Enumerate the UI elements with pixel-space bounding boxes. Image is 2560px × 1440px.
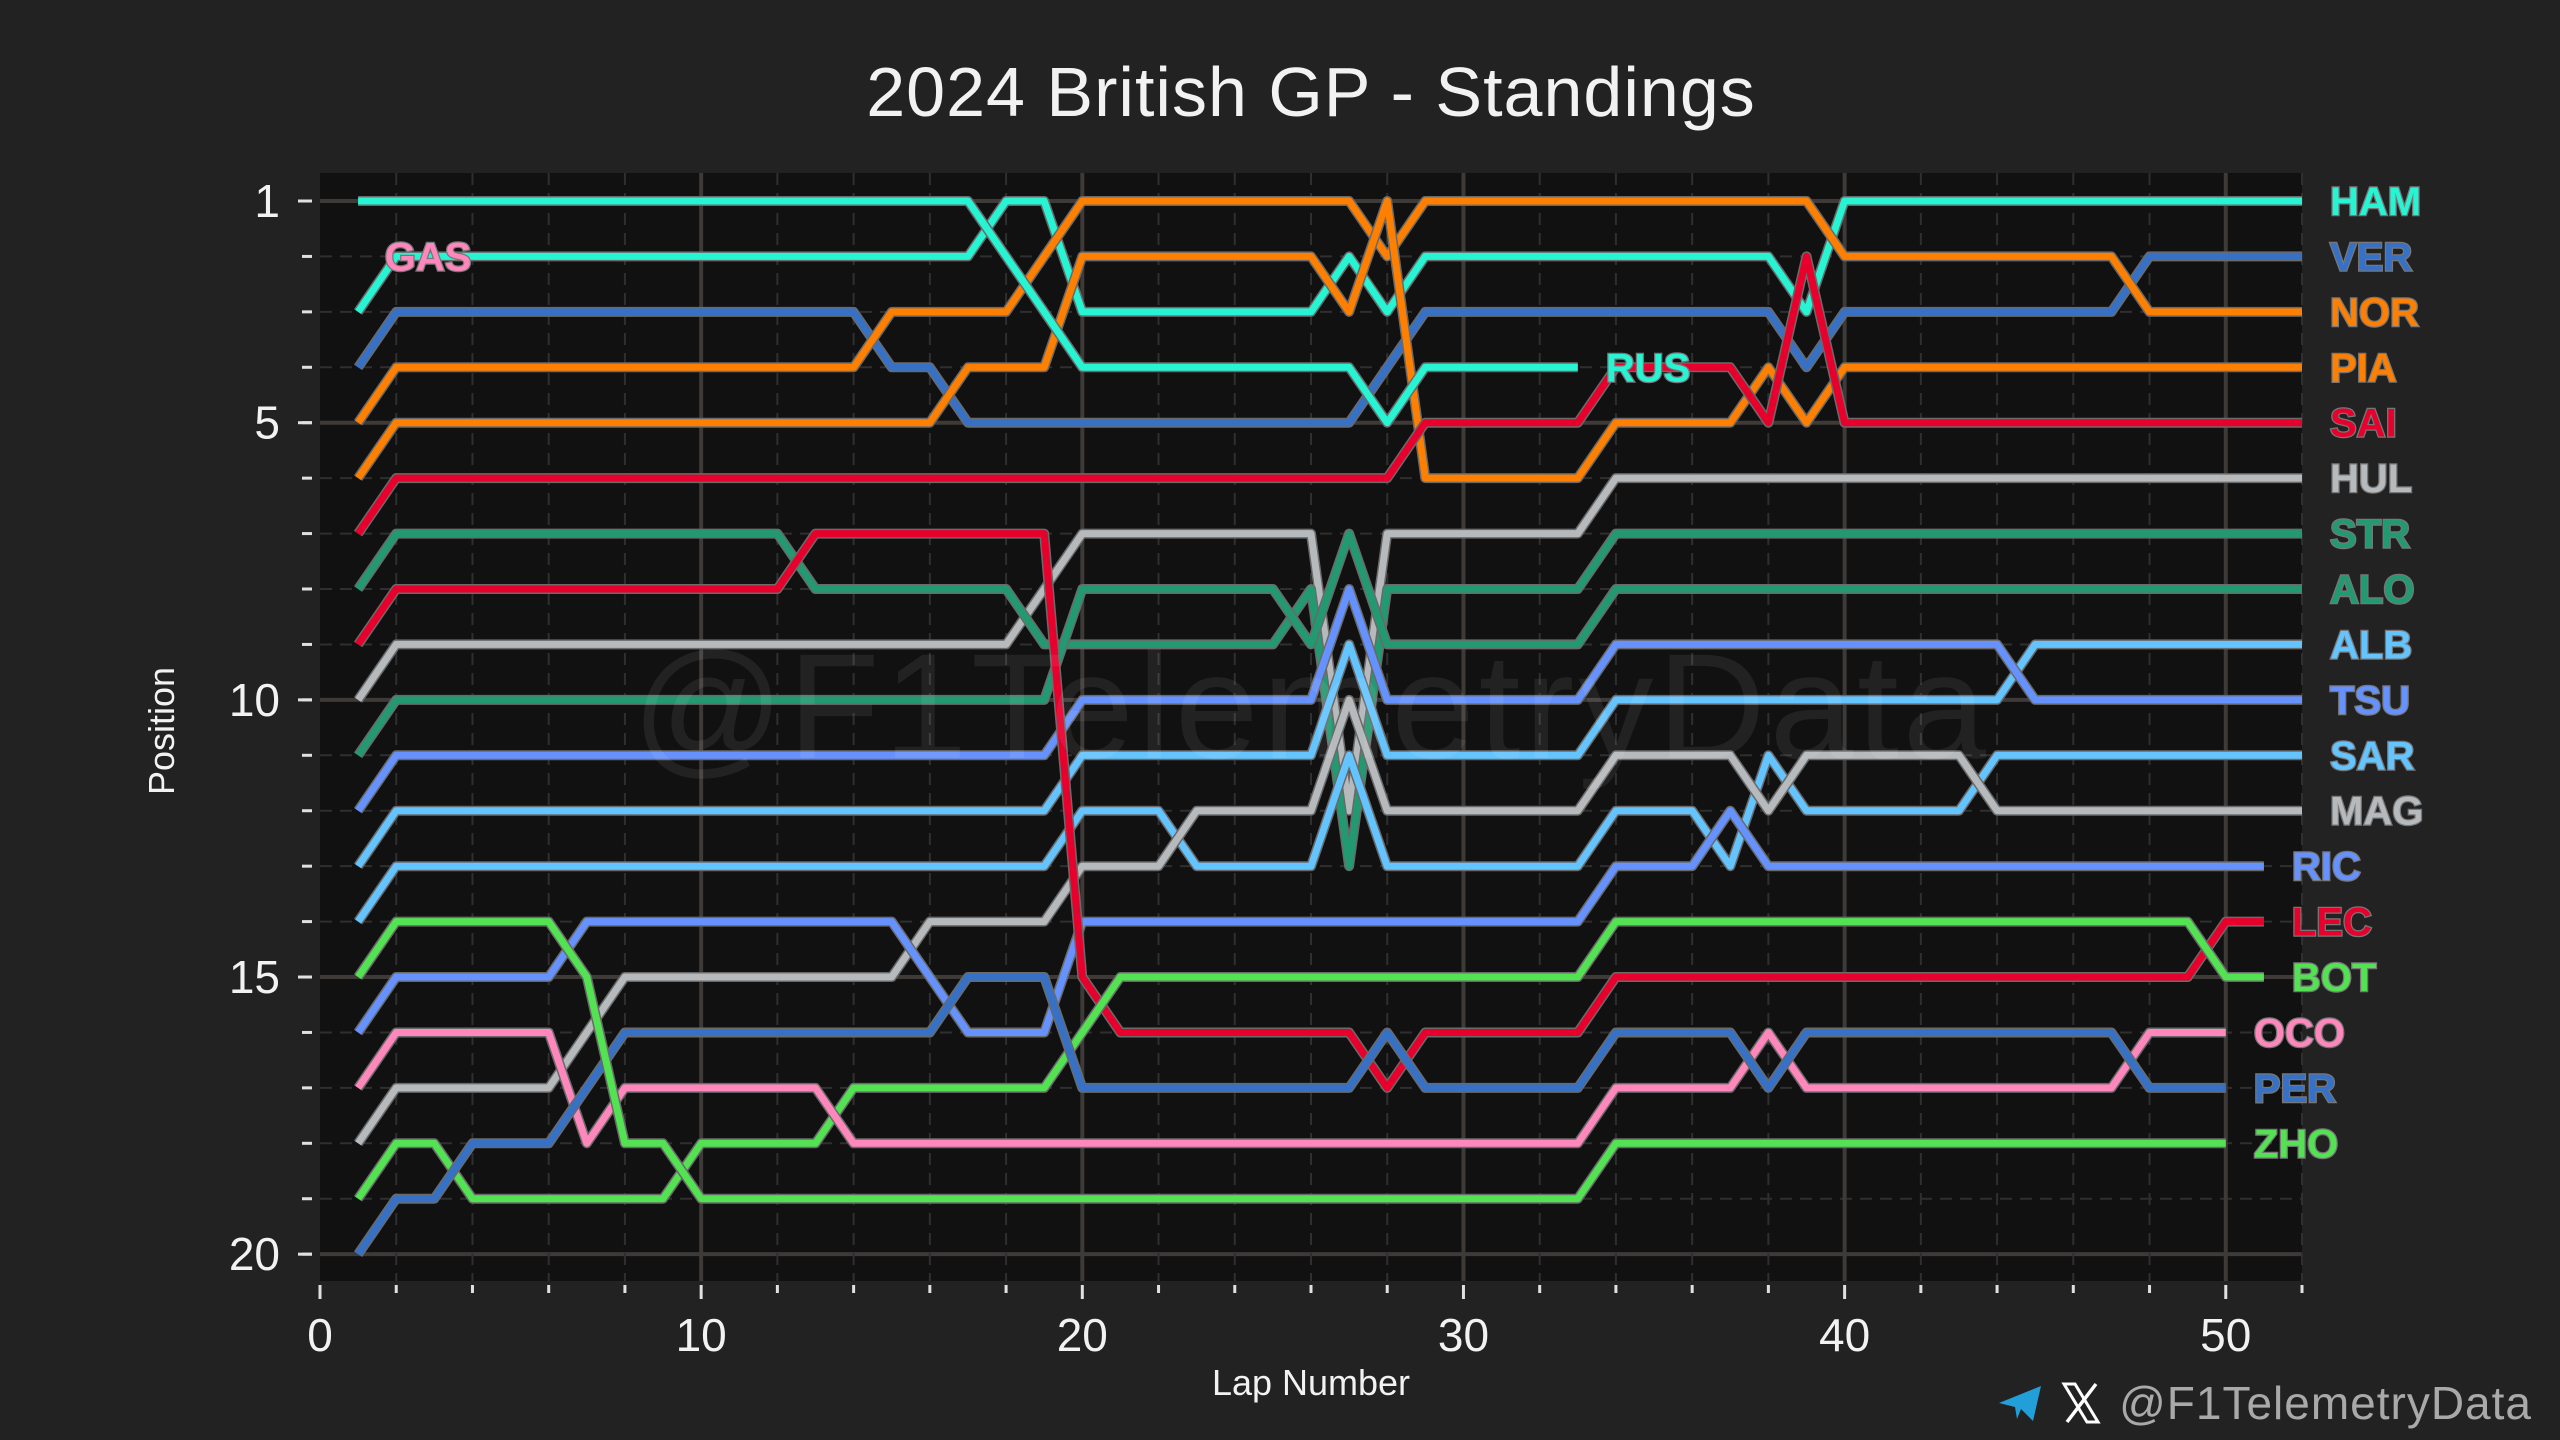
- chart-title: 2024 British GP - Standings: [866, 53, 1756, 131]
- driver-label-gas: GAS: [385, 235, 472, 279]
- y-axis-label: Position: [141, 666, 182, 796]
- driver-label-ver: VER: [2330, 235, 2412, 279]
- line-alo: [355, 530, 2302, 758]
- line-lec: [355, 530, 2264, 1092]
- line-bot: [355, 918, 2264, 1203]
- line-str: [355, 530, 2302, 870]
- x-tick-label: 30: [1438, 1309, 1489, 1361]
- driver-label-mag: MAG: [2330, 790, 2423, 834]
- driver-label-nor: NOR: [2330, 291, 2419, 335]
- driver-label-ham: HAM: [2330, 180, 2421, 224]
- x-axis-label: Lap Number: [1211, 1362, 1411, 1403]
- line-tsu: [355, 585, 2302, 813]
- line-nor: [355, 197, 2302, 425]
- line-ver: [355, 252, 2302, 427]
- y-tick-label: 20: [229, 1228, 280, 1280]
- line-hul: [355, 474, 2302, 815]
- driver-label-alb: ALB: [2330, 623, 2412, 667]
- driver-label-ric: RIC: [2292, 845, 2361, 889]
- line-sai: [355, 252, 2302, 536]
- driver-label-alo: ALO: [2330, 568, 2414, 612]
- driver-label-sar: SAR: [2330, 734, 2415, 778]
- x-tick-label: 20: [1057, 1309, 1108, 1361]
- social-handle: @F1TelemetryData: [2119, 1377, 2532, 1429]
- driver-label-oco: OCO: [2254, 1011, 2345, 1055]
- x-tick-label: 10: [676, 1309, 727, 1361]
- line-rus: [358, 197, 1578, 427]
- x-icon: [2061, 1382, 2101, 1424]
- x-tick-label: 40: [1819, 1309, 1870, 1361]
- driver-label-zho: ZHO: [2254, 1122, 2338, 1166]
- driver-label-tsu: TSU: [2330, 679, 2410, 723]
- line-ric: [355, 807, 2264, 1036]
- y-tick-label: 1: [254, 175, 280, 227]
- line-mag: [355, 696, 2302, 1146]
- driver-label-lec: LEC: [2292, 901, 2372, 945]
- line-zho: [355, 918, 2226, 1203]
- driver-label-str: STR: [2330, 513, 2410, 557]
- line-alb: [355, 640, 2302, 869]
- driver-label-bot: BOT: [2292, 956, 2376, 1000]
- driver-label-hul: HUL: [2330, 457, 2412, 501]
- y-tick-label: 10: [229, 674, 280, 726]
- y-tick-label: 5: [254, 397, 280, 449]
- y-tick-label: 15: [229, 951, 280, 1003]
- driver-label-rus: RUS: [1606, 346, 1690, 390]
- x-tick-label: 0: [307, 1309, 333, 1361]
- x-tick-label: 50: [2200, 1309, 2251, 1361]
- footer-credits: @F1TelemetryData: [1997, 1376, 2532, 1430]
- driver-label-pia: PIA: [2330, 346, 2397, 390]
- series-lines: [353, 196, 2302, 1258]
- line-sar: [355, 751, 2302, 924]
- line-per: [355, 973, 2226, 1257]
- driver-labels: HAM VER NOR PIA SAI HUL STR ALO ALB TSU SAR MAG RIC L…: [384, 179, 2425, 1168]
- telegram-icon: [1999, 1386, 2042, 1421]
- line-oco: [355, 1029, 2226, 1147]
- driver-label-per: PER: [2254, 1067, 2336, 1111]
- driver-label-sai: SAI: [2330, 402, 2397, 446]
